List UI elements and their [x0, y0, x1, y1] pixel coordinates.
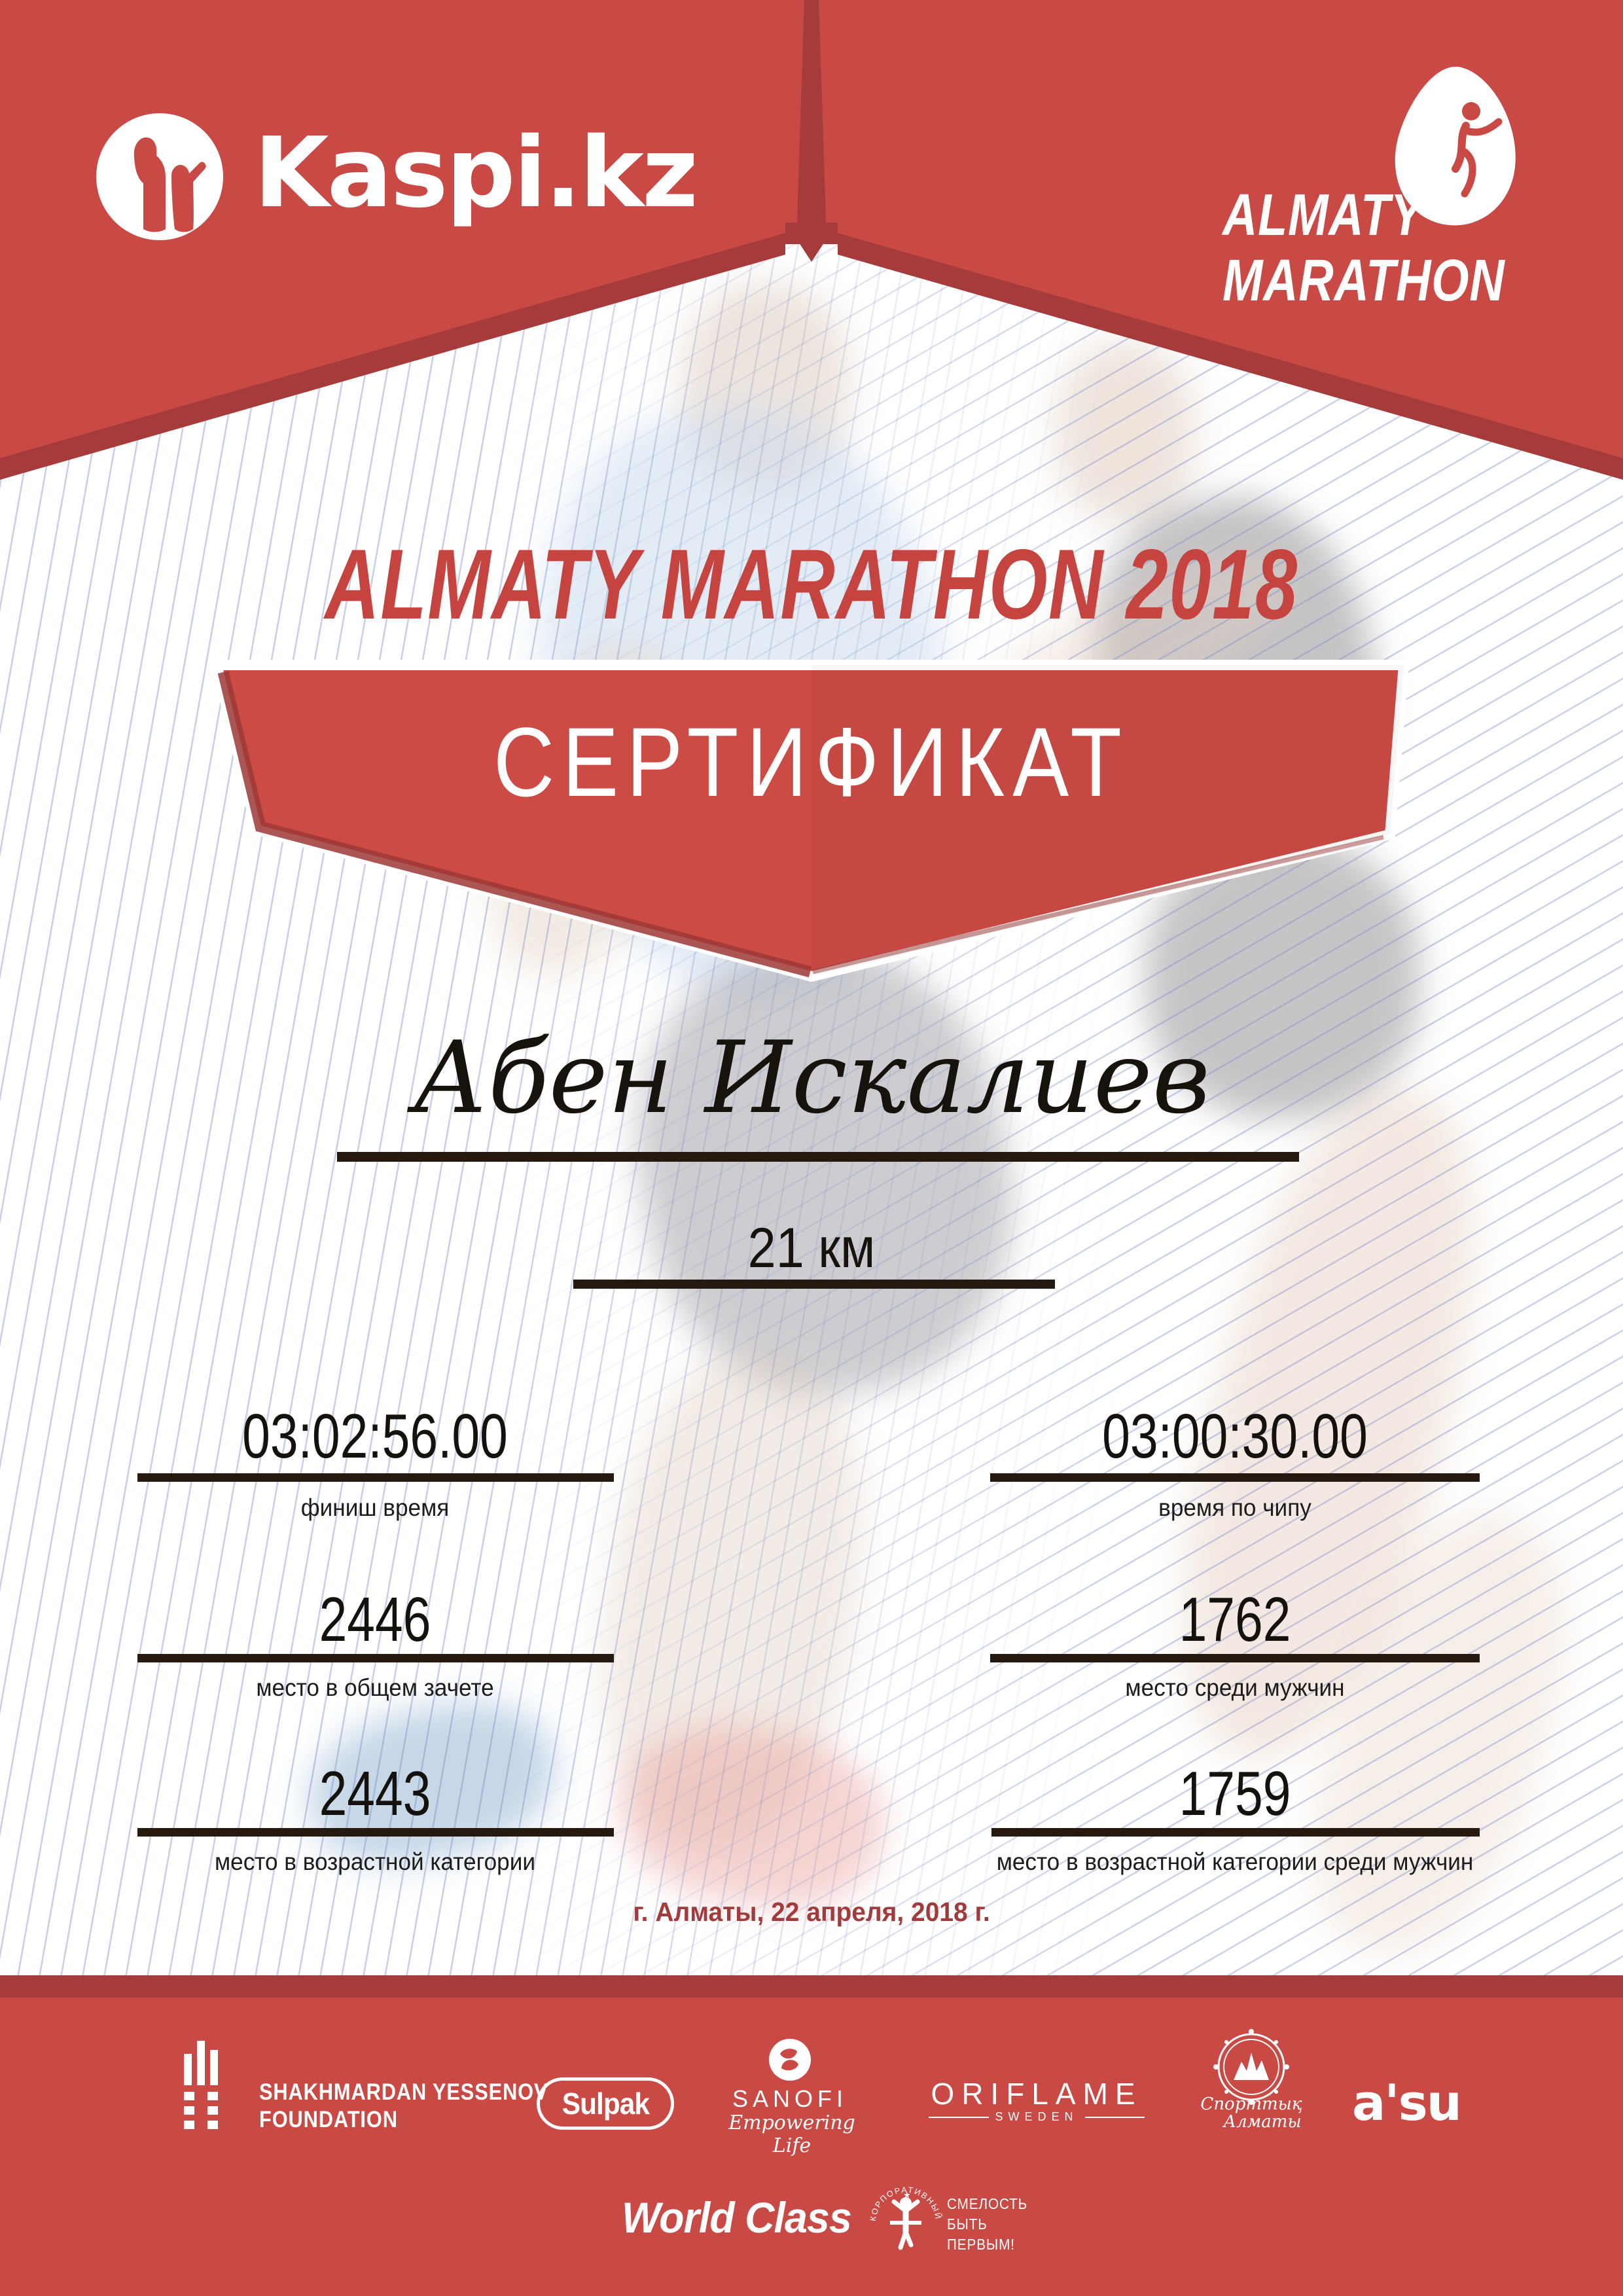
fund-motto-line2: БЫТЬ — [947, 2215, 988, 2233]
event-title: ALMATY MARATHON 2018 — [325, 529, 1298, 640]
kaspi-logo-icon — [96, 113, 223, 240]
stat-underline — [137, 1828, 614, 1837]
photo-blob — [1054, 340, 1198, 524]
oriflame-sweden-label: SWEDEN — [995, 2110, 1079, 2123]
header-banner-shape — [0, 0, 1623, 480]
sanofi-label: SANOFI — [732, 2085, 847, 2112]
stat-value-overall-place: 2446 — [319, 1585, 431, 1655]
footer-divider-strip — [0, 1975, 1623, 1998]
stat-label-age-men-place: место в возрастной категории среди мужчи… — [996, 1848, 1474, 1875]
yessenov-line2: FOUNDATION — [259, 2107, 398, 2132]
stat-underline — [991, 1828, 1480, 1837]
kaspi-logo-text: Kaspi.kz — [254, 117, 698, 229]
stat-label-chip-time: время по чипу — [1158, 1494, 1311, 1521]
sport-almaty-emblem — [1213, 2029, 1289, 2105]
distance-value: 21 км — [747, 1217, 876, 1280]
sulpak-logo: Sulpak — [537, 2077, 674, 2130]
fund-star: ★ — [903, 2190, 911, 2200]
stat-value-chip-time: 03:00:30.00 — [1102, 1401, 1368, 1471]
oriflame-rule-left — [929, 2116, 989, 2118]
stat-value-age-men-place: 1759 — [1179, 1759, 1291, 1829]
world-class-logo: World Class — [622, 2193, 852, 2242]
kaspi-child-figure — [171, 162, 206, 232]
asu-logo: a'su — [1352, 2073, 1462, 2132]
stat-label-men-place: место среди мужчин — [1125, 1674, 1345, 1701]
oriflame-sweden-row: SWEDEN — [929, 2110, 1145, 2124]
yessenov-foundation-label: SHAKHMARDAN YESSENOV FOUNDATION — [259, 2079, 548, 2134]
oriflame-rule-right — [1084, 2116, 1145, 2118]
fund-motto-line3: ПЕРВЫМ! — [947, 2236, 1015, 2253]
sport-almaty-line1: Спорттық — [1200, 2094, 1302, 2114]
certificate-ribbon-shape — [209, 660, 1410, 982]
participant-name: Абен Искалиев — [412, 1020, 1211, 1136]
certificate-label: СЕРТИФИКАТ — [493, 707, 1130, 817]
stat-label-overall-place: место в общем зачете — [256, 1674, 494, 1701]
center-fold-spike — [796, 0, 827, 262]
corporate-fund-motto: СМЕЛОСТЬ БЫТЬ ПЕРВЫМ! — [947, 2194, 1027, 2255]
sport-almaty-label: Спорттық Алматы — [1199, 2096, 1304, 2131]
kaspi-adult-figure — [134, 137, 166, 232]
stat-underline — [137, 1654, 614, 1662]
sanofi-bird-icon — [769, 2039, 811, 2081]
sport-almaty-line2: Алматы — [1223, 2112, 1302, 2132]
yessenov-foundation-icon — [184, 2041, 218, 2129]
stat-value-age-place: 2443 — [319, 1759, 431, 1829]
stat-value-men-place: 1762 — [1179, 1585, 1291, 1655]
stat-underline — [137, 1473, 614, 1482]
almaty-marathon-pebble-icon — [1395, 66, 1516, 226]
ribbon-inner-shadow — [217, 671, 812, 978]
sanofi-tagline: Empowering Life — [728, 2111, 855, 2157]
distance-underline — [573, 1280, 1055, 1289]
sport-almaty-skyline — [1234, 2053, 1269, 2080]
footer-background — [0, 1998, 1623, 2296]
stat-value-finish-time: 03:02:56.00 — [242, 1401, 508, 1471]
yessenov-line1: SHAKHMARDAN YESSENOV — [259, 2079, 548, 2105]
stat-underline — [990, 1654, 1480, 1662]
stat-label-age-place: место в возрастной категории — [214, 1848, 536, 1875]
almaty-marathon-logo-line2: MARATHON — [1222, 248, 1505, 314]
sulpak-label: Sulpak — [562, 2087, 649, 2121]
stat-label-finish-time: финиш время — [300, 1494, 450, 1521]
corporate-fund-icon: КОРПОРАТИВНЫЙ ФОНД ★ — [866, 2174, 942, 2250]
fund-motto-line1: СМЕЛОСТЬ — [947, 2195, 1028, 2212]
almaty-marathon-logo-line1: ALMATY — [1222, 183, 1423, 248]
event-date-location: г. Алматы, 22 апреля, 2018 г. — [633, 1897, 990, 1927]
stat-underline — [990, 1473, 1480, 1482]
name-underline — [337, 1152, 1299, 1162]
oriflame-label: ORIFLAME — [931, 2077, 1143, 2111]
